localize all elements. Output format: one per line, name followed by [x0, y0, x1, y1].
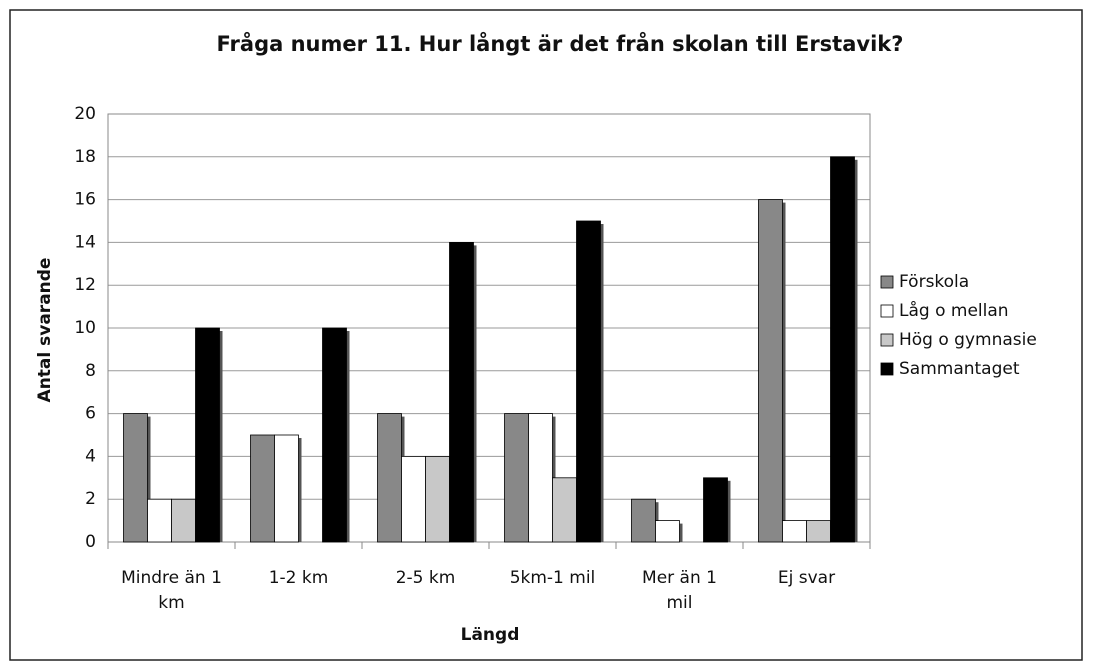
bar [449, 241, 474, 543]
y-tick-label: 2 [85, 489, 96, 509]
x-tick-label: 1-2 km [269, 568, 329, 588]
bar [528, 413, 553, 543]
bar [504, 413, 529, 543]
bar [171, 498, 196, 543]
x-axis-label: Längd [461, 625, 520, 645]
x-tick-label: 2-5 km [396, 568, 456, 588]
bar [250, 434, 275, 543]
bar [782, 520, 807, 543]
bar [830, 156, 855, 543]
y-tick-label: 10 [74, 318, 96, 338]
y-tick-label: 12 [74, 275, 96, 295]
bar [322, 327, 347, 543]
bar [274, 434, 299, 543]
bar [123, 413, 148, 543]
y-tick-label: 4 [85, 446, 96, 466]
legend-label: Sammantaget [899, 359, 1020, 379]
y-tick-label: 14 [74, 232, 96, 252]
y-tick-label: 6 [85, 404, 96, 424]
chart-frame [9, 9, 1083, 661]
y-tick-label: 16 [74, 190, 96, 210]
bar [655, 520, 680, 543]
y-tick-label: 18 [74, 147, 96, 167]
bar [806, 520, 831, 543]
bar [147, 498, 172, 543]
y-axis-label: Antal svarande [35, 258, 55, 403]
y-tick-label: 0 [85, 532, 96, 552]
bar [552, 477, 577, 543]
x-tick-label: Ej svar [778, 568, 835, 588]
legend-swatch [880, 304, 894, 318]
bar [401, 455, 426, 543]
bar [576, 220, 601, 543]
x-tick-label: Mer än 1 mil [642, 568, 717, 613]
legend-label: Förskola [899, 272, 969, 292]
bar [631, 498, 656, 543]
y-tick-label: 8 [85, 361, 96, 381]
y-tick-label: 20 [74, 104, 96, 124]
legend-swatch [880, 362, 894, 376]
legend-swatch [880, 333, 894, 347]
legend-label: Låg o mellan [899, 300, 1009, 321]
x-tick-label: 5km-1 mil [510, 568, 596, 588]
bar [195, 327, 220, 543]
x-tick-label: Mindre än 1 km [121, 568, 222, 613]
chart-title: Fråga numer 11. Hur långt är det från sk… [217, 31, 904, 56]
bar [425, 455, 450, 543]
legend-swatch [880, 275, 894, 289]
bar [703, 477, 728, 543]
bar [758, 199, 783, 543]
legend-label: Hög o gymnasie [899, 330, 1037, 350]
bar [377, 413, 402, 543]
